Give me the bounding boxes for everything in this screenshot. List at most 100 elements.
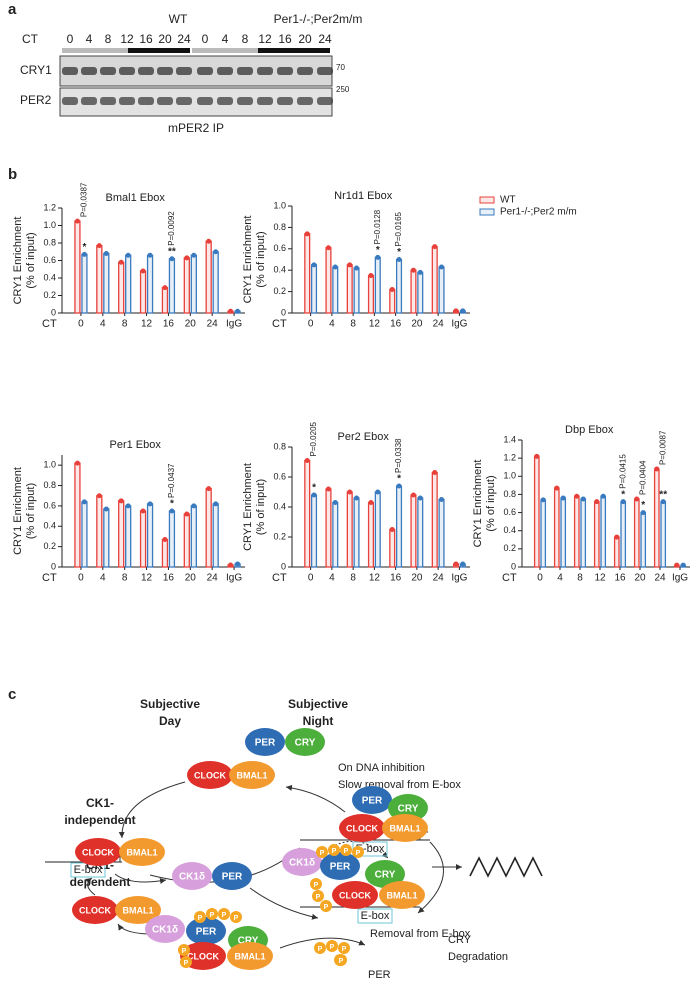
- bar-top-dot: [439, 264, 445, 270]
- band: [237, 67, 253, 75]
- x-tick-label: IgG: [226, 319, 242, 330]
- bar: [96, 244, 103, 314]
- node-label: BMAL1: [127, 847, 158, 857]
- bar: [438, 266, 445, 314]
- bar-top-dot: [325, 486, 331, 492]
- bar: [310, 264, 318, 314]
- x-tick-label: 24: [433, 319, 445, 330]
- y-tick-label: 0.8: [273, 441, 286, 451]
- panel-label: a: [8, 1, 17, 18]
- diagram-node: [172, 862, 212, 890]
- bar-top-dot: [311, 262, 317, 268]
- bar-top-dot: [453, 561, 459, 567]
- band: [176, 97, 192, 105]
- diagram-node: [206, 908, 218, 920]
- bar-top-dot: [81, 499, 87, 505]
- diagram-text: Night: [303, 714, 334, 728]
- diagram-node: [314, 942, 326, 954]
- bar: [74, 220, 81, 314]
- bar-top-dot: [460, 561, 466, 567]
- y-tick-label: 0.2: [43, 541, 56, 551]
- x-tick-label: 0: [78, 573, 84, 584]
- bar: [374, 491, 381, 568]
- diagram-text: E-box: [74, 864, 103, 876]
- diagram-text: Subjective: [288, 697, 348, 711]
- bar: [103, 508, 110, 568]
- y-tick-label: 0.8: [43, 480, 56, 490]
- bar-top-dot: [96, 493, 102, 499]
- bar-top-dot: [235, 308, 241, 314]
- bar: [183, 257, 190, 314]
- x-tick-label: 4: [329, 573, 335, 584]
- y-label-line: (% of input): [25, 232, 37, 288]
- bar-top-dot: [432, 470, 438, 475]
- diagram-node: [335, 954, 347, 966]
- bar: [146, 503, 154, 568]
- bar: [139, 510, 147, 568]
- band: [297, 97, 313, 105]
- diagram-node: [180, 956, 192, 968]
- band: [176, 67, 192, 75]
- marker-label: 70: [336, 63, 345, 72]
- p-value: P=0.0165: [394, 211, 403, 246]
- y-tick-label: 0.8: [43, 237, 56, 247]
- bar-top-dot: [304, 458, 310, 463]
- band: [237, 97, 253, 105]
- node-label: P: [342, 946, 347, 953]
- light-bar: [258, 48, 330, 53]
- node-label: PER: [222, 872, 243, 883]
- band: [81, 97, 97, 105]
- chart-title: Per2 Ebox: [338, 431, 390, 443]
- bar: [613, 536, 620, 568]
- diagram-node: [316, 846, 328, 858]
- y-tick-label: 0.2: [43, 290, 56, 300]
- p-value: P=0.0087: [658, 430, 667, 465]
- y-label-line: CRY1 Enrichment: [242, 463, 254, 551]
- significance-stars: *: [397, 247, 401, 258]
- diagram-text: dependent: [70, 875, 131, 889]
- diagram-text: CK1-: [86, 796, 114, 810]
- bar-top-dot: [453, 308, 459, 314]
- bar: [374, 256, 381, 314]
- lane-label: 12: [258, 32, 272, 46]
- bar: [431, 246, 438, 314]
- diagram-node: [72, 896, 118, 924]
- bar: [417, 271, 424, 314]
- node-label: P: [356, 850, 361, 857]
- bar-top-dot: [620, 499, 626, 505]
- diagram-text: On DNA inhibition: [338, 762, 425, 774]
- band: [157, 67, 173, 75]
- bar: [81, 501, 88, 568]
- node-label: P: [332, 848, 337, 855]
- panel-label: b: [8, 166, 17, 183]
- diagram-node: [194, 911, 206, 923]
- node-label: CRY: [398, 804, 419, 815]
- bar-top-dot: [534, 453, 540, 459]
- node-label: P: [222, 912, 227, 919]
- diagram-node: [212, 862, 252, 890]
- bar-top-dot: [389, 286, 395, 292]
- diagram-text: Day: [159, 714, 181, 728]
- bar-top-dot: [103, 251, 109, 256]
- x-tick-label: IgG: [451, 573, 467, 584]
- bar: [125, 505, 132, 568]
- bar-top-dot: [396, 483, 402, 489]
- bar-top-dot: [332, 500, 338, 505]
- y-tick-label: 0.4: [273, 265, 286, 275]
- row-label: PER2: [20, 93, 52, 107]
- y-tick-label: 1.0: [273, 200, 286, 210]
- diagram-node: [186, 917, 226, 945]
- bar: [190, 254, 197, 314]
- x-tick-label: 12: [594, 573, 606, 584]
- band: [197, 97, 213, 105]
- bar: [325, 488, 332, 568]
- bar: [560, 497, 567, 568]
- bar: [600, 495, 607, 568]
- bar: [190, 505, 197, 568]
- y-tick-label: 1.4: [503, 434, 516, 444]
- bar-top-dot: [169, 508, 175, 514]
- x-tick-label: 0: [308, 573, 314, 584]
- band: [217, 97, 233, 105]
- significance-stars: *: [641, 500, 645, 511]
